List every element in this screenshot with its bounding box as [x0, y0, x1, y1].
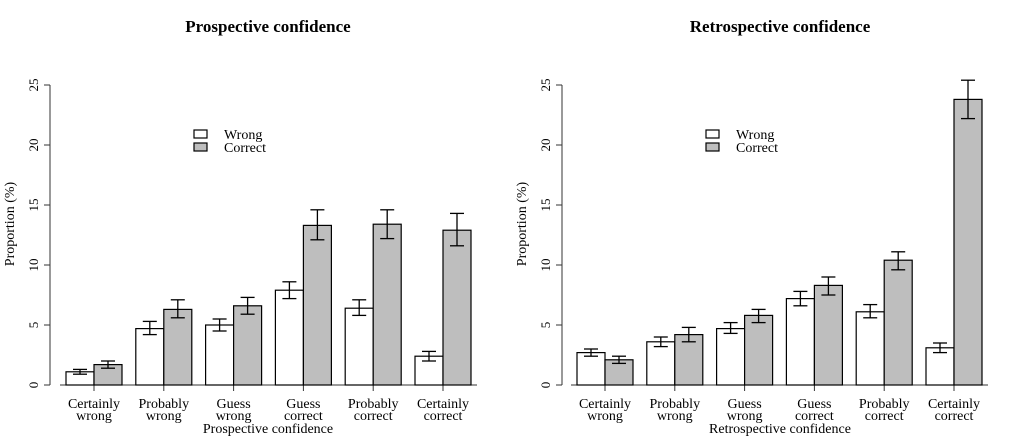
bar-correct [302, 224, 332, 386]
legend-swatch [705, 142, 720, 152]
bar-wrong [785, 298, 816, 386]
bar-correct [674, 334, 704, 386]
bar-correct [743, 314, 774, 386]
legend-swatch [705, 129, 720, 139]
x-tick-label: correct [795, 409, 834, 424]
y-tick-label: 10 [26, 259, 41, 272]
x-tick-label: Certainly [68, 397, 120, 412]
y-tick-label: 10 [538, 259, 553, 272]
bar-wrong [576, 352, 606, 386]
bar-wrong [715, 328, 746, 386]
bar-wrong [925, 347, 955, 386]
y-tick-label: 25 [26, 79, 41, 92]
legend-label: Wrong [736, 128, 774, 143]
bar-wrong [855, 311, 885, 386]
x-tick-label: Probably [139, 397, 190, 412]
bar-correct [883, 259, 913, 386]
y-tick-label: 15 [538, 199, 553, 212]
x-tick-label: Probably [650, 397, 701, 412]
x-tick-label: wrong [146, 409, 182, 424]
y-tick-label: 20 [538, 139, 553, 152]
legend-label: Correct [736, 141, 778, 156]
x-tick-label: correct [424, 409, 463, 424]
x-tick-label: Guess [286, 397, 320, 412]
bar-wrong [205, 324, 235, 386]
prospective-chart: Prospective confidence Prospective confi… [3, 17, 477, 437]
x-tick-label: Certainly [417, 397, 469, 412]
x-tick-label: Guess [797, 397, 831, 412]
bar-correct [813, 284, 844, 386]
x-tick-label: correct [935, 409, 974, 424]
bar-wrong [135, 328, 165, 386]
y-tick-label: 0 [538, 382, 553, 389]
bar-wrong [646, 341, 676, 386]
x-tick-label: Certainly [928, 397, 980, 412]
legend-label: Wrong [224, 128, 262, 143]
x-tick-label: Guess [216, 397, 250, 412]
chart-title: Prospective confidence [185, 17, 351, 36]
y-tick-label: 0 [26, 382, 41, 389]
x-tick-label: wrong [216, 409, 252, 424]
bar-correct [442, 229, 472, 386]
retrospective-chart: Retrospective confidence Retrospective c… [515, 17, 988, 437]
y-tick-label: 15 [26, 199, 41, 212]
legend-swatch [193, 129, 208, 139]
x-tick-label: Probably [859, 397, 910, 412]
x-axis-label: Retrospective confidence [709, 422, 851, 437]
bar-correct [372, 223, 402, 386]
x-tick-label: wrong [657, 409, 693, 424]
x-tick-label: correct [354, 409, 393, 424]
y-tick-label: 5 [26, 322, 41, 329]
bar-correct [163, 308, 193, 386]
y-axis-label: Proportion (%) [515, 181, 530, 266]
y-tick-label: 20 [26, 139, 41, 152]
legend-swatch [193, 142, 208, 152]
x-tick-label: wrong [587, 409, 623, 424]
chart-title: Retrospective confidence [690, 17, 871, 36]
y-axis-label: Proportion (%) [3, 181, 18, 266]
bar-wrong [344, 307, 374, 386]
x-tick-label: Guess [727, 397, 761, 412]
x-tick-label: wrong [76, 409, 112, 424]
x-tick-label: correct [865, 409, 904, 424]
legend-label: Correct [224, 141, 266, 156]
x-tick-label: wrong [727, 409, 763, 424]
bar-wrong [274, 289, 304, 386]
bar-correct [233, 305, 263, 386]
x-axis-label: Prospective confidence [203, 422, 333, 437]
x-tick-label: Certainly [579, 397, 631, 412]
bar-correct [953, 98, 983, 386]
x-tick-label: Probably [348, 397, 399, 412]
y-tick-label: 25 [538, 79, 553, 92]
y-tick-label: 5 [538, 322, 553, 329]
x-tick-label: correct [284, 409, 323, 424]
